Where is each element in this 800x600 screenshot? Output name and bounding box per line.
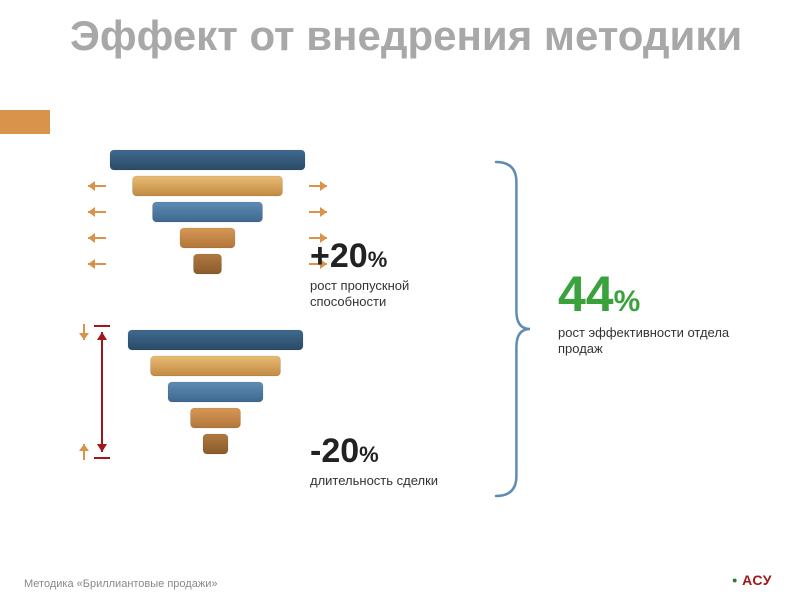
footer-text: Методика «Бриллиантовые продажи»	[24, 578, 217, 590]
logo: • АСУ	[732, 572, 772, 588]
logo-dot-icon: •	[732, 572, 737, 588]
metric-throughput: +20% рост пропускной способности	[310, 237, 480, 311]
metric-result: 44% рост эффективности отдела продаж	[558, 265, 748, 358]
metric-cycle-time: -20% длительность сделки	[310, 432, 480, 489]
